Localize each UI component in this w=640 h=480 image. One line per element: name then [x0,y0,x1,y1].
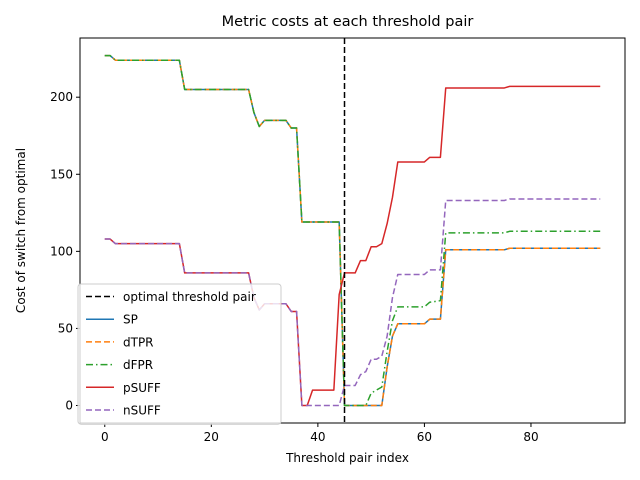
axes-frame [79,37,626,424]
legend-label: nSUFF [123,404,161,418]
x-tick-label: 0 [101,430,109,444]
x-tick-label: 20 [204,430,219,444]
y-axis-label: Cost of switch from optimal [14,148,28,313]
legend-box [77,283,282,425]
legend-label: dFPR [123,358,153,372]
legend-label: dTPR [123,335,154,349]
legend-label: SP [123,313,138,327]
x-axis: 0 20 40 60 80 [101,423,539,444]
chart-title: Metric costs at each threshold pair [222,14,474,30]
x-tick-label: 60 [417,430,432,444]
series-line-nsuff [104,198,601,407]
x-tick-label: 40 [310,430,325,444]
legend-label: optimal threshold pair [123,290,256,304]
x-tick-label: 80 [523,430,538,444]
y-tick-label: 150 [50,167,73,181]
y-tick-label: 50 [58,321,73,335]
legend-label: pSUFF [123,381,161,395]
legend: optimal threshold pair SP dTPR dFPR pSUFF nSU… [77,283,282,425]
y-tick-label: 0 [65,399,73,413]
series-line-dfpr [104,54,601,407]
y-tick-label: 200 [50,90,73,104]
y-tick-label: 100 [50,244,73,258]
x-axis-label: Threshold pair index [285,451,409,465]
